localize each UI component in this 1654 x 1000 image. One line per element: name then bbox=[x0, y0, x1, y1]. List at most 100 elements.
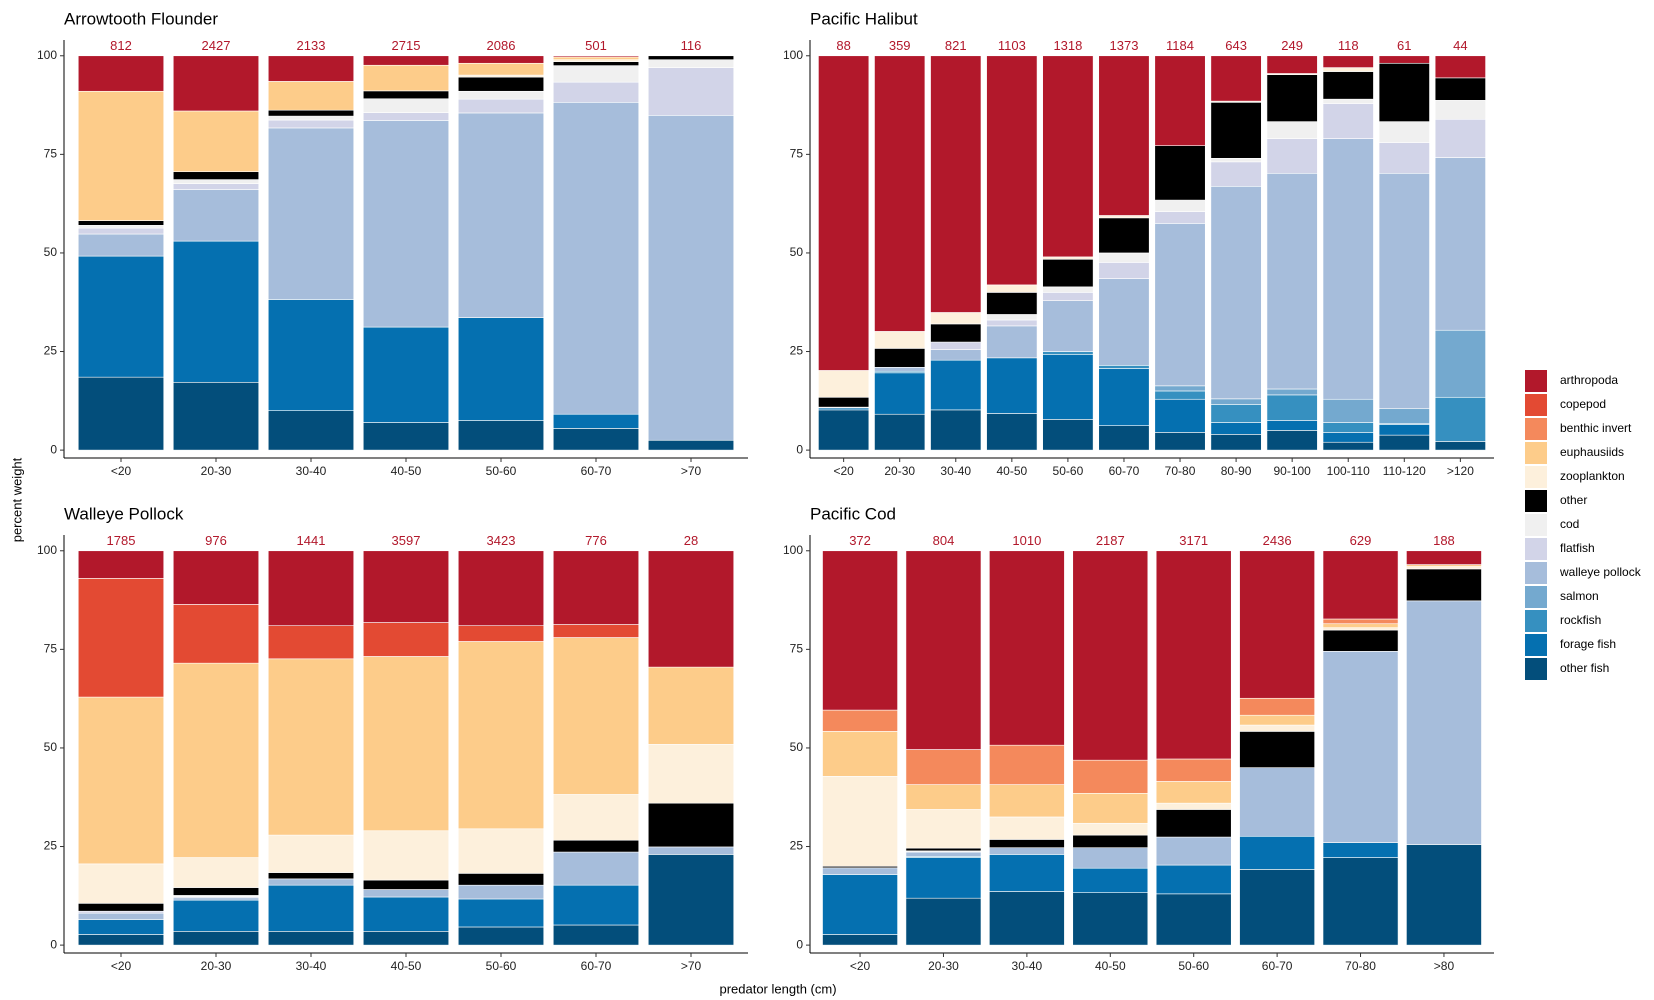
bar-segment bbox=[77, 550, 165, 579]
bar-segment bbox=[874, 348, 926, 368]
bar-segment bbox=[267, 109, 355, 117]
bar-segment bbox=[267, 55, 355, 82]
sample-size-label: 501 bbox=[585, 38, 607, 53]
bar-segment bbox=[1072, 834, 1149, 849]
bar-segment bbox=[930, 349, 982, 361]
bar-segment bbox=[1266, 394, 1318, 421]
y-axis-label: percent weight bbox=[9, 457, 24, 542]
bar-segment bbox=[172, 183, 260, 190]
bar-segment bbox=[1042, 55, 1094, 258]
bar-segment bbox=[1406, 568, 1482, 602]
bar-segment bbox=[362, 550, 450, 623]
bar-segment bbox=[172, 887, 260, 896]
bar-segment bbox=[905, 851, 982, 857]
bar-segment bbox=[362, 656, 450, 832]
panel-title: Arrowtooth Flounder bbox=[64, 9, 218, 28]
bar-segment bbox=[647, 67, 735, 116]
legend-label: zooplankton bbox=[1560, 469, 1625, 483]
bar-segment bbox=[986, 357, 1038, 414]
bar-segment bbox=[1266, 420, 1318, 431]
bar-segment bbox=[362, 120, 450, 328]
bar-segment bbox=[1210, 55, 1262, 102]
bar-segment bbox=[1098, 278, 1150, 366]
sample-size-label: 3423 bbox=[487, 533, 516, 548]
bar-segment bbox=[172, 240, 260, 383]
bar-segment bbox=[1210, 404, 1262, 423]
bar-segment bbox=[1042, 258, 1094, 288]
bar-segment bbox=[1239, 724, 1315, 732]
bar-segment bbox=[77, 376, 165, 451]
x-tick-label: 60-70 bbox=[1262, 959, 1293, 973]
sample-size-label: 188 bbox=[1433, 533, 1455, 548]
sample-size-label: 2715 bbox=[392, 38, 421, 53]
bar-segment bbox=[172, 899, 260, 932]
bar-segment bbox=[1155, 781, 1232, 804]
bar-segment bbox=[77, 55, 165, 92]
bar-segment bbox=[1322, 398, 1374, 423]
sample-size-label: 1373 bbox=[1110, 38, 1139, 53]
bar-segment bbox=[1434, 396, 1486, 442]
bar-segment bbox=[552, 884, 640, 926]
legend-key bbox=[1525, 562, 1547, 584]
bar-segment bbox=[986, 319, 1038, 327]
bar-segment bbox=[457, 420, 545, 451]
bar-segment bbox=[1434, 55, 1486, 79]
bar-segment bbox=[1098, 217, 1150, 254]
bar-segment bbox=[822, 776, 898, 867]
bar-segment bbox=[874, 413, 926, 451]
bar-segment bbox=[905, 809, 982, 849]
legend-key bbox=[1525, 394, 1547, 416]
bar-segment bbox=[1098, 55, 1150, 216]
bar-segment bbox=[362, 622, 450, 657]
x-tick-label: 20-30 bbox=[884, 464, 915, 478]
sample-size-label: 643 bbox=[1225, 38, 1247, 53]
bar-segment bbox=[1155, 864, 1232, 895]
sample-size-label: 2086 bbox=[487, 38, 516, 53]
x-tick-label: 30-40 bbox=[940, 464, 971, 478]
sample-size-label: 629 bbox=[1350, 533, 1372, 548]
y-tick-label: 25 bbox=[790, 839, 804, 853]
bar-segment bbox=[362, 98, 450, 113]
bar-segment bbox=[1239, 714, 1315, 726]
bar-segment bbox=[1155, 836, 1232, 866]
y-tick-label: 25 bbox=[44, 344, 58, 358]
bar-segment bbox=[818, 370, 870, 398]
bar-segment bbox=[822, 874, 898, 935]
bar-segment bbox=[172, 897, 260, 901]
x-tick-label: <20 bbox=[111, 464, 132, 478]
bar-segment bbox=[989, 744, 1065, 785]
bar-segment bbox=[1072, 759, 1149, 794]
bar-segment bbox=[172, 381, 260, 451]
bar-segment bbox=[905, 749, 982, 785]
bar-segment bbox=[986, 292, 1038, 315]
bar-segment bbox=[172, 179, 260, 184]
bar-segment bbox=[1266, 138, 1318, 174]
sample-size-label: 359 bbox=[889, 38, 911, 53]
bar-segment bbox=[267, 834, 355, 873]
panel-title: Pacific Cod bbox=[810, 504, 896, 523]
bar-segment bbox=[647, 854, 735, 946]
bar-segment bbox=[647, 59, 735, 68]
bar-segment bbox=[552, 65, 640, 83]
bar-segment bbox=[1378, 434, 1430, 451]
bar-segment bbox=[267, 931, 355, 946]
bar-segment bbox=[267, 81, 355, 111]
x-tick-label: 50-60 bbox=[486, 959, 517, 973]
x-tick-label: >70 bbox=[681, 959, 702, 973]
bar-segment bbox=[1378, 121, 1430, 143]
bar-segment bbox=[552, 428, 640, 451]
sample-size-label: 804 bbox=[933, 533, 955, 548]
bar-segment bbox=[552, 839, 640, 853]
bar-segment bbox=[1239, 731, 1315, 768]
bar-segment bbox=[1098, 368, 1150, 426]
sample-size-label: 2436 bbox=[1263, 533, 1292, 548]
bar-segment bbox=[1434, 100, 1486, 120]
bar-segment bbox=[986, 413, 1038, 451]
bar-segment bbox=[905, 550, 982, 750]
panel-title: Walleye Pollock bbox=[64, 504, 184, 523]
bar-segment bbox=[822, 934, 898, 946]
bar-segment bbox=[1322, 138, 1374, 400]
panel-title: Pacific Halibut bbox=[810, 9, 918, 28]
bar-segment bbox=[1378, 408, 1430, 424]
bar-segment bbox=[1239, 767, 1315, 837]
